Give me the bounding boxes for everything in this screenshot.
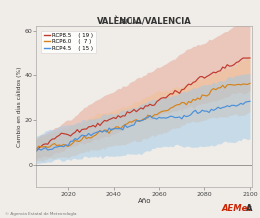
- Text: A: A: [246, 204, 252, 213]
- X-axis label: Año: Año: [138, 198, 151, 204]
- Legend: RCP8.5    ( 19 ), RCP6.0    (  7 ), RCP4.5    ( 15 ): RCP8.5 ( 19 ), RCP6.0 ( 7 ), RCP4.5 ( 15…: [41, 31, 96, 53]
- Text: © Agencia Estatal de Meteorología: © Agencia Estatal de Meteorología: [5, 212, 77, 216]
- Text: ANUAL: ANUAL: [119, 19, 141, 25]
- Title: VALÈNCIA/VALENCIA: VALÈNCIA/VALENCIA: [97, 17, 192, 26]
- Text: AEMet: AEMet: [222, 204, 252, 213]
- Y-axis label: Cambio en días cálidos (%): Cambio en días cálidos (%): [16, 66, 22, 147]
